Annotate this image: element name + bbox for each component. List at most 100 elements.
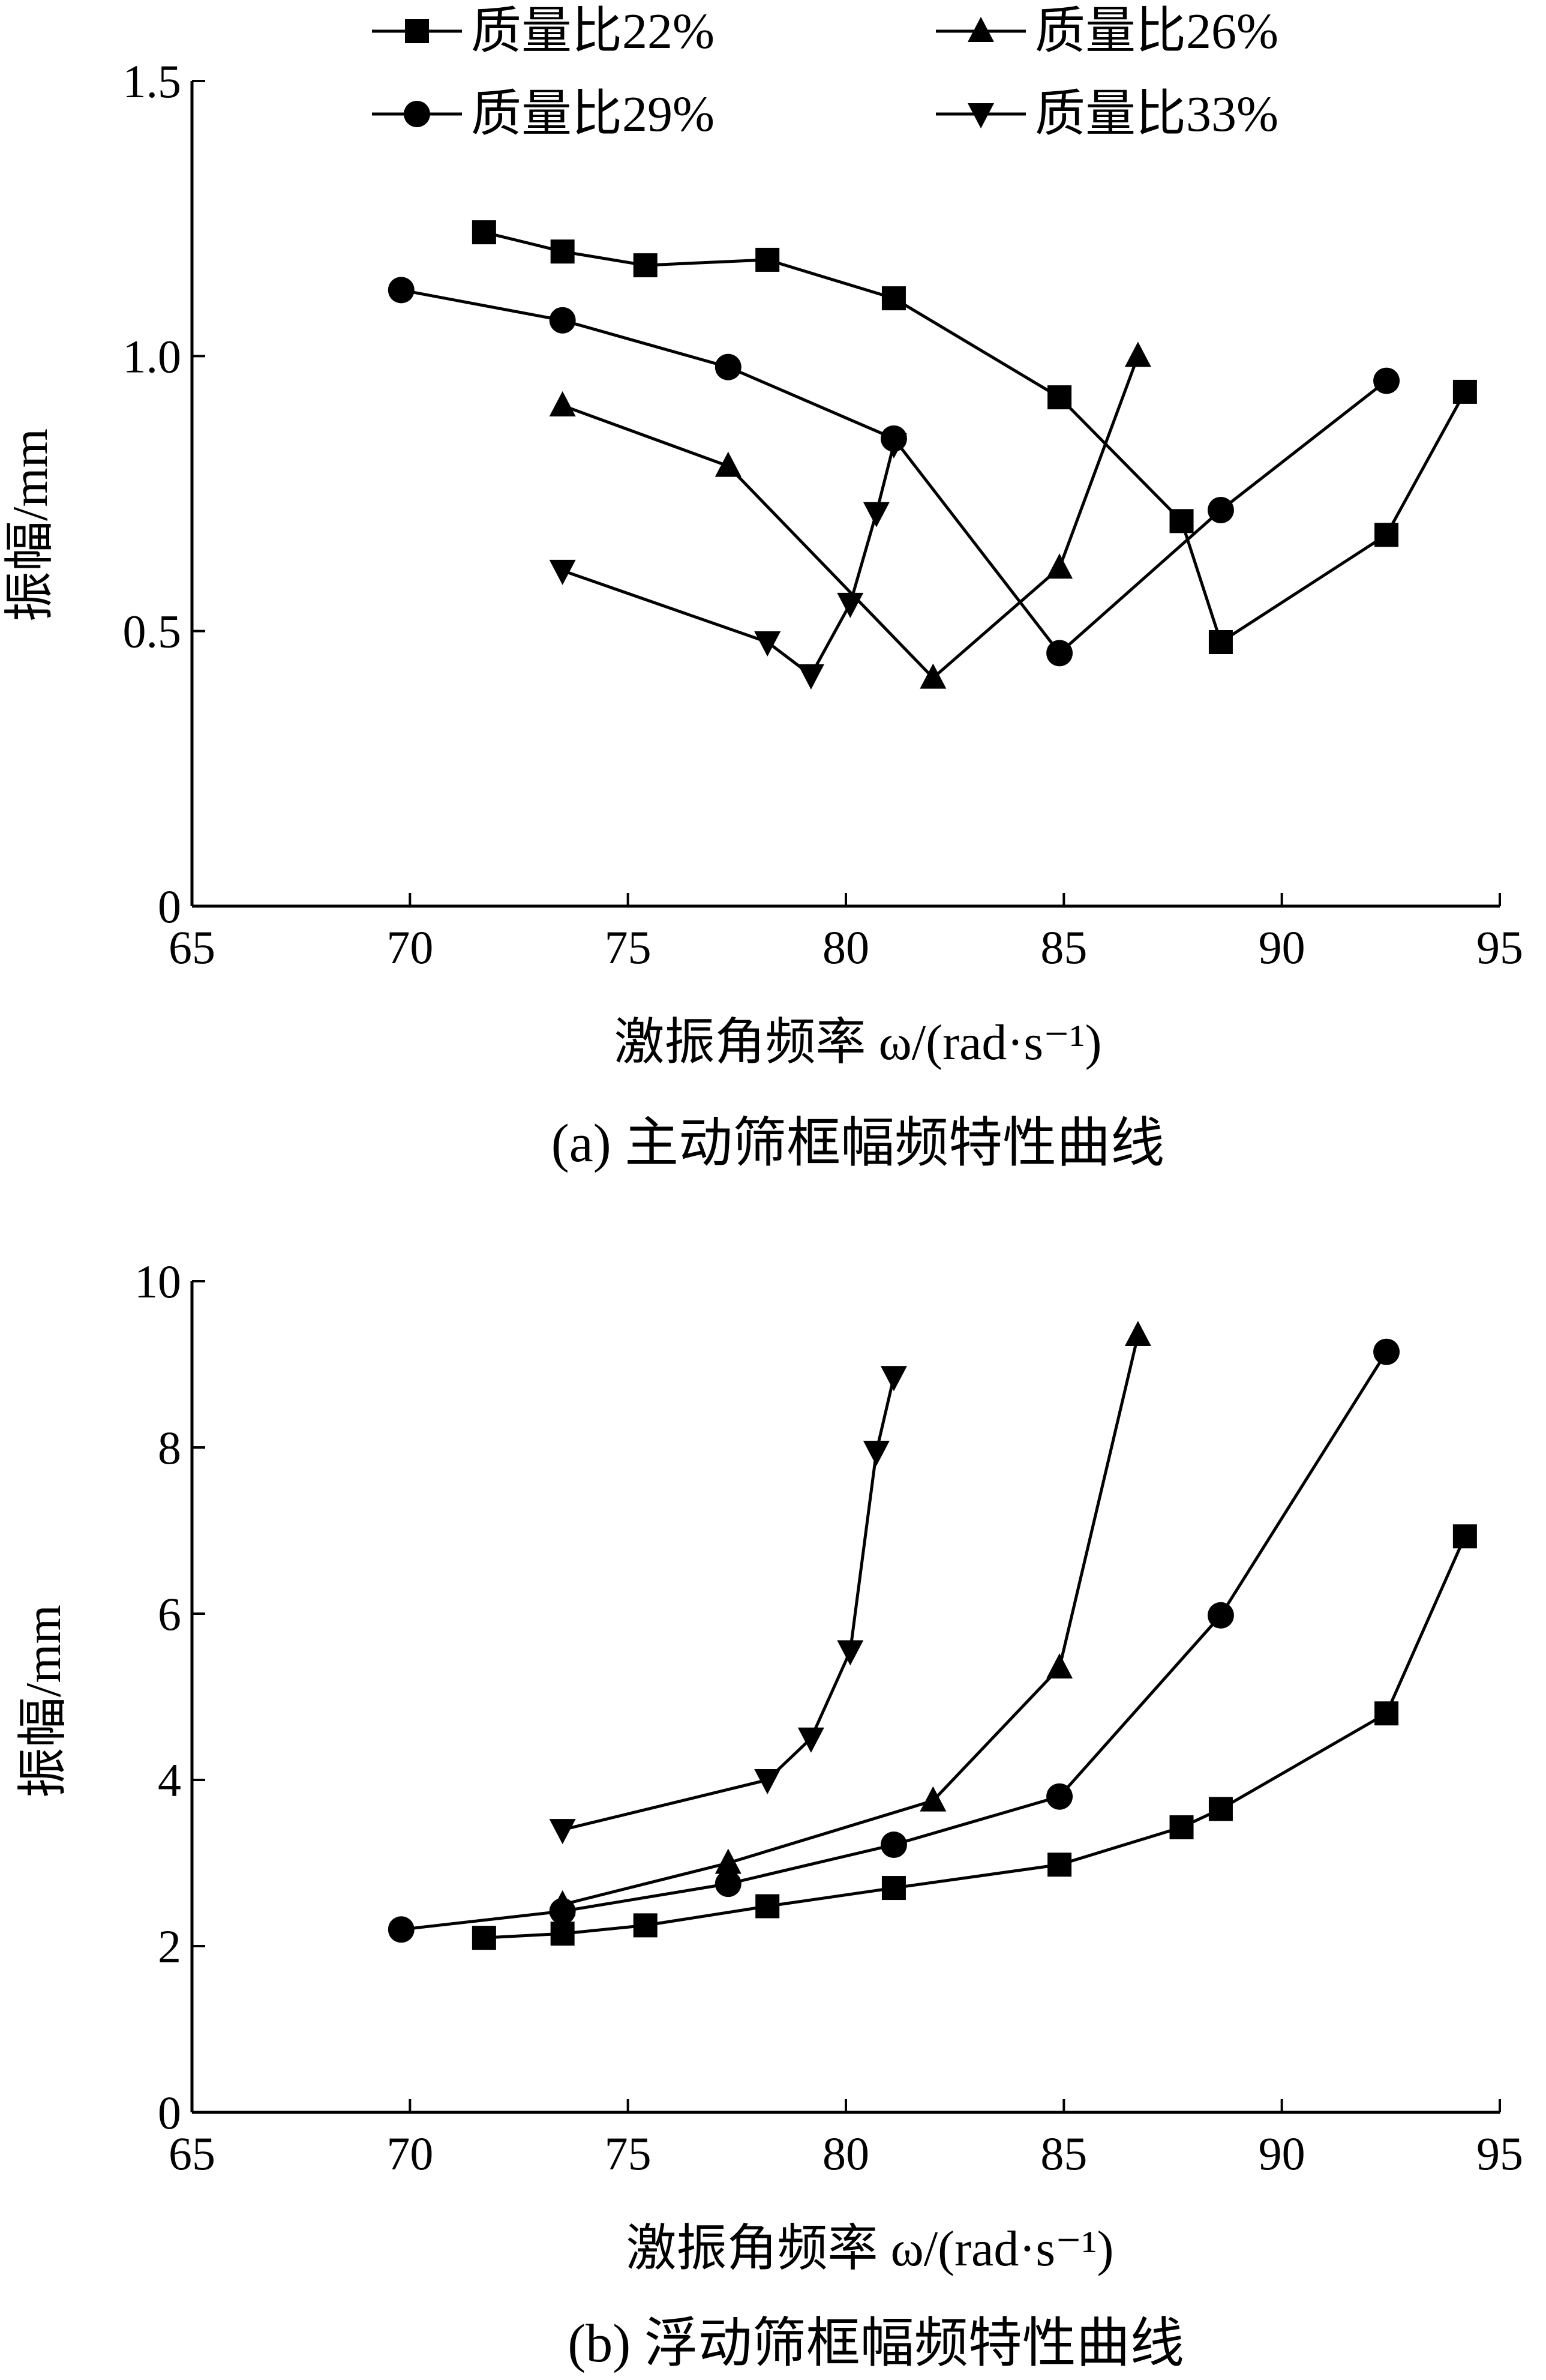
legend-entry-1: 质量比26% [936,4,1278,59]
chart-a-data-point [881,286,906,311]
chart-a-data-point [1169,509,1194,533]
chart-b-data-point [549,1819,576,1845]
chart-a-data-point [472,220,496,245]
chart-a-data-point [549,391,576,416]
chart-b-data-point [880,1366,907,1392]
chart-a-data-point [1046,640,1073,667]
chart-a-data-point [880,433,907,458]
legend-label: 质量比33% [1035,86,1278,142]
chart-a-amplitude-frequency-active-frame: 65 70 75 80 85 90 95 0 0.5 1.0 1.5 振幅/mm 激振角频率 ω/(… [2,55,1523,1173]
chart-b-xlabel: 激振角频率 ω/(rad·s⁻¹) [626,2221,1113,2277]
legend: 质量比22% 质量比26% 质量比29% 质量比33% [372,4,1278,142]
chart-b-axes: 65 70 75 80 85 90 95 0 2 4 6 8 10 [134,1255,1523,2180]
chart-a-data-point [754,631,781,657]
chart-b-data-point [388,1916,415,1943]
chart-b-data-point [715,1871,742,1898]
chart-a-series [388,220,1477,690]
chart-b-data-point [1047,1853,1072,1877]
chart-b-amplitude-frequency-floating-frame: 65 70 75 80 85 90 95 0 2 4 6 8 10 振幅/mm 激振角频率 ω/(rad… [16,1255,1523,2373]
legend-marker [404,101,430,127]
chart-a-series-0 [472,220,1477,654]
chart-a-series-line [562,443,896,677]
chart-a-data-point [549,559,576,585]
legend-label: 质量比29% [471,86,715,142]
legend-label: 质量比26% [1035,4,1278,59]
chart-b-data-point [1124,1321,1151,1347]
chart-a-data-point [715,353,742,380]
chart-b-data-point [1208,1797,1233,1821]
chart-a-data-point [755,247,780,272]
legend-marker [968,17,994,42]
chart-a-data-point [1374,523,1399,547]
chart-b-data-point [837,1640,864,1666]
chart-b-data-point [549,1898,576,1925]
chart-a-data-point [797,664,824,690]
chart-b-y-tick-label: 2 [158,1920,181,1973]
legend-entry-2: 质量比29% [372,86,715,142]
chart-b-data-point [880,1832,907,1859]
legend-marker [968,103,994,128]
chart-b-ylabel: 振幅/mm [16,1605,71,1798]
chart-a-data-point [1452,379,1477,404]
chart-b-series-1 [549,1321,1151,1916]
chart-a-xlabel: 激振角频率 ω/(rad·s⁻¹) [614,1015,1101,1071]
chart-b-data-point [1207,1602,1234,1629]
chart-a-y-tick-label: 1.0 [123,330,182,382]
chart-a-series-1 [549,341,1151,689]
legend-entry-0: 质量比22% [372,4,715,59]
chart-b-series-3 [549,1366,907,1845]
chart-b-data-point [797,1727,824,1753]
chart-a-data-point [1047,385,1072,410]
chart-a-data-point [550,239,575,264]
chart-a-data-point [1046,553,1073,579]
chart-a-data-point [633,253,658,278]
chart-b-series-0 [472,1524,1477,1950]
chart-b-x-tick-label: 70 [386,2127,433,2180]
chart-b-data-point [715,1848,742,1874]
chart-a-data-point [1124,341,1151,367]
chart-a-axes: 65 70 75 80 85 90 95 0 0.5 1.0 1.5 [123,55,1524,973]
chart-a-x-tick-label: 80 [822,921,869,973]
chart-b-x-tick-label: 90 [1259,2127,1305,2180]
chart-b-series-line [484,1536,1467,1940]
chart-a-series-3 [549,433,907,690]
chart-b-x-tick-label: 85 [1040,2127,1087,2180]
chart-a-y-tick-label: 1.5 [123,55,182,107]
chart-a-data-point [715,451,742,477]
chart-b-data-point [1452,1524,1477,1549]
chart-b-data-point [920,1786,947,1812]
chart-b-data-point [1046,1653,1073,1679]
chart-a-data-point [1373,367,1400,394]
chart-b-data-point [881,1876,906,1901]
chart-b-series-line [562,1376,896,1832]
chart-a-series-2 [388,277,1400,667]
chart-b-series-line [562,1335,1140,1907]
chart-b-x-tick-label: 75 [605,2127,652,2180]
chart-b-data-point [550,1922,575,1946]
chart-a-x-tick-label: 95 [1476,921,1523,973]
legend-entry-3: 质量比33% [936,86,1278,142]
legend-label: 质量比22% [471,4,715,59]
chart-b-data-point [1374,1701,1399,1726]
chart-a-data-point [388,277,415,304]
chart-a-series-line [401,288,1388,655]
legend-marker [405,19,429,43]
chart-b-x-tick-label: 95 [1476,2127,1523,2180]
chart-b-y-tick-label: 6 [158,1588,181,1640]
chart-b-data-point [1373,1338,1400,1365]
chart-a-data-point [549,307,576,334]
chart-a-x-tick-label: 65 [169,921,215,973]
chart-a-x-tick-label: 90 [1259,921,1305,973]
chart-a-data-point [1207,497,1234,523]
chart-a-ylabel: 振幅/mm [2,428,58,622]
chart-a-x-tick-label: 85 [1040,921,1087,973]
chart-a-data-point [920,663,947,689]
chart-b-caption: (b) 浮动筛框幅频特性曲线 [568,2314,1184,2373]
chart-b-x-tick-label: 65 [169,2127,215,2180]
chart-b-data-point [633,1913,658,1938]
chart-b-data-point [754,1769,781,1794]
chart-b-y-tick-label: 0 [158,2087,181,2139]
chart-b-y-tick-label: 10 [134,1255,181,1308]
chart-b-data-point [755,1894,780,1919]
